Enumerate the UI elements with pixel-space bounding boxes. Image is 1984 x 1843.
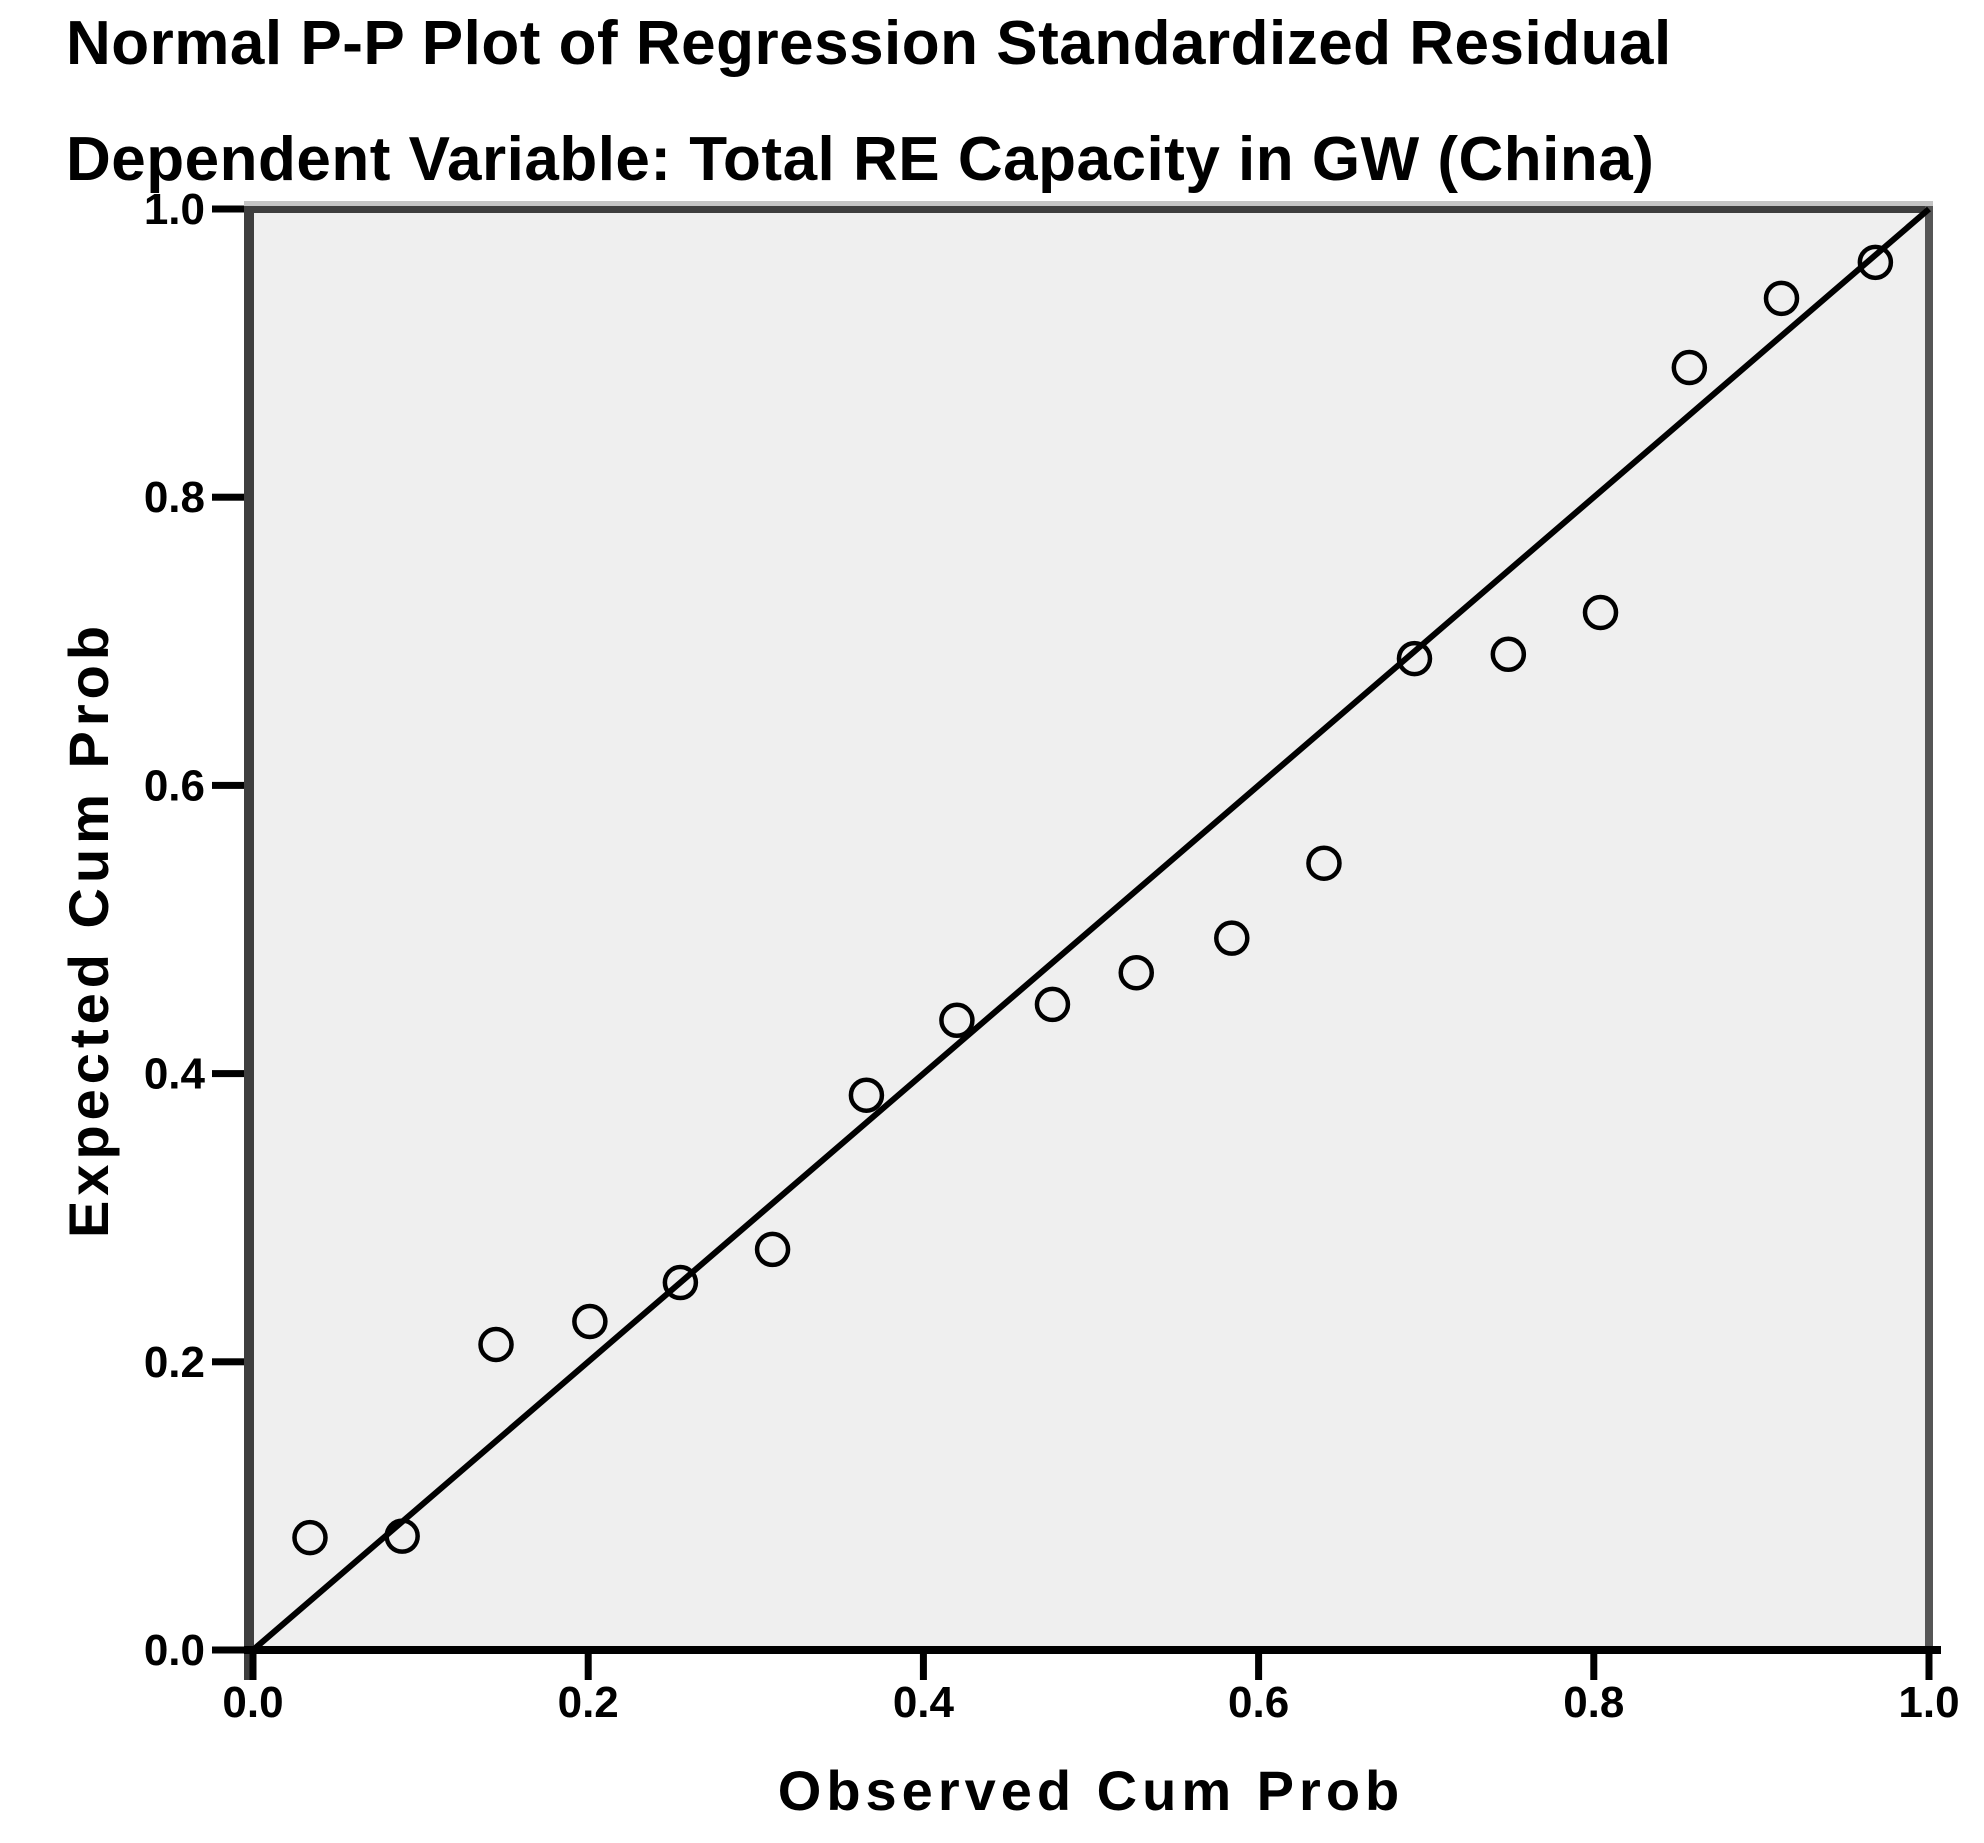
data-point [1671,349,1708,386]
data-point [662,1264,699,1301]
plot-frame-right [1925,206,1933,1653]
x-axis-tick [584,1654,592,1680]
y-axis-tick [212,781,244,789]
x-axis-line [244,1646,1941,1654]
y-axis-tick-label: 0.4 [144,1050,206,1099]
chart-title: Normal P-P Plot of Regression Standardiz… [66,9,1672,78]
x-axis-tick [249,1654,257,1680]
x-axis-title: Observed Cum Prob [778,1759,1404,1822]
data-point [384,1518,420,1554]
data-point [1396,640,1433,677]
data-point [478,1326,514,1363]
y-axis-tick [212,1358,244,1366]
y-axis-tick-label: 1.0 [144,185,205,234]
normality-reference-line [251,206,1931,1653]
data-point [1306,845,1342,881]
chart-subtitle: Dependent Variable: Total RE Capacity in… [66,125,1655,194]
x-axis-tick [919,1654,927,1680]
data-point [939,1002,975,1039]
y-axis-title: Expected Cum Prob [57,621,120,1238]
y-axis-tick [212,1646,244,1654]
x-axis-tick-label: 0.6 [1228,1678,1289,1727]
x-axis-tick-label: 0.2 [558,1678,619,1727]
data-point [1214,920,1250,956]
y-axis-tick [212,493,244,501]
x-axis-tick-label: 0.0 [222,1678,283,1727]
data-point [754,1231,791,1268]
x-axis-tick [1925,1654,1933,1680]
data-point [1763,280,1800,317]
plot-frame-top-bevel [244,201,1933,206]
y-axis-tick-label: 0.8 [144,473,205,522]
plot-frame-top [244,206,1933,213]
y-axis-tick [212,205,244,213]
data-point [848,1077,885,1113]
data-point [292,1519,328,1556]
data-point [1490,636,1527,673]
y-axis-tick-label: 0.6 [144,761,205,810]
x-axis-tick-label: 0.4 [893,1678,955,1727]
x-axis-tick-label: 0.8 [1563,1678,1624,1727]
x-axis-tick [1255,1654,1263,1680]
data-point [1582,594,1619,631]
y-axis-tick [212,1070,244,1078]
y-axis-line [244,206,254,1680]
data-point [1857,244,1894,281]
data-point [1118,954,1155,991]
y-axis-tick-label: 0.0 [144,1626,205,1675]
x-axis-tick-label: 1.0 [1898,1678,1959,1727]
x-axis-tick [1590,1654,1598,1680]
data-point [1034,986,1071,1023]
data-point [572,1303,608,1340]
y-axis-tick-label: 0.2 [144,1338,205,1387]
